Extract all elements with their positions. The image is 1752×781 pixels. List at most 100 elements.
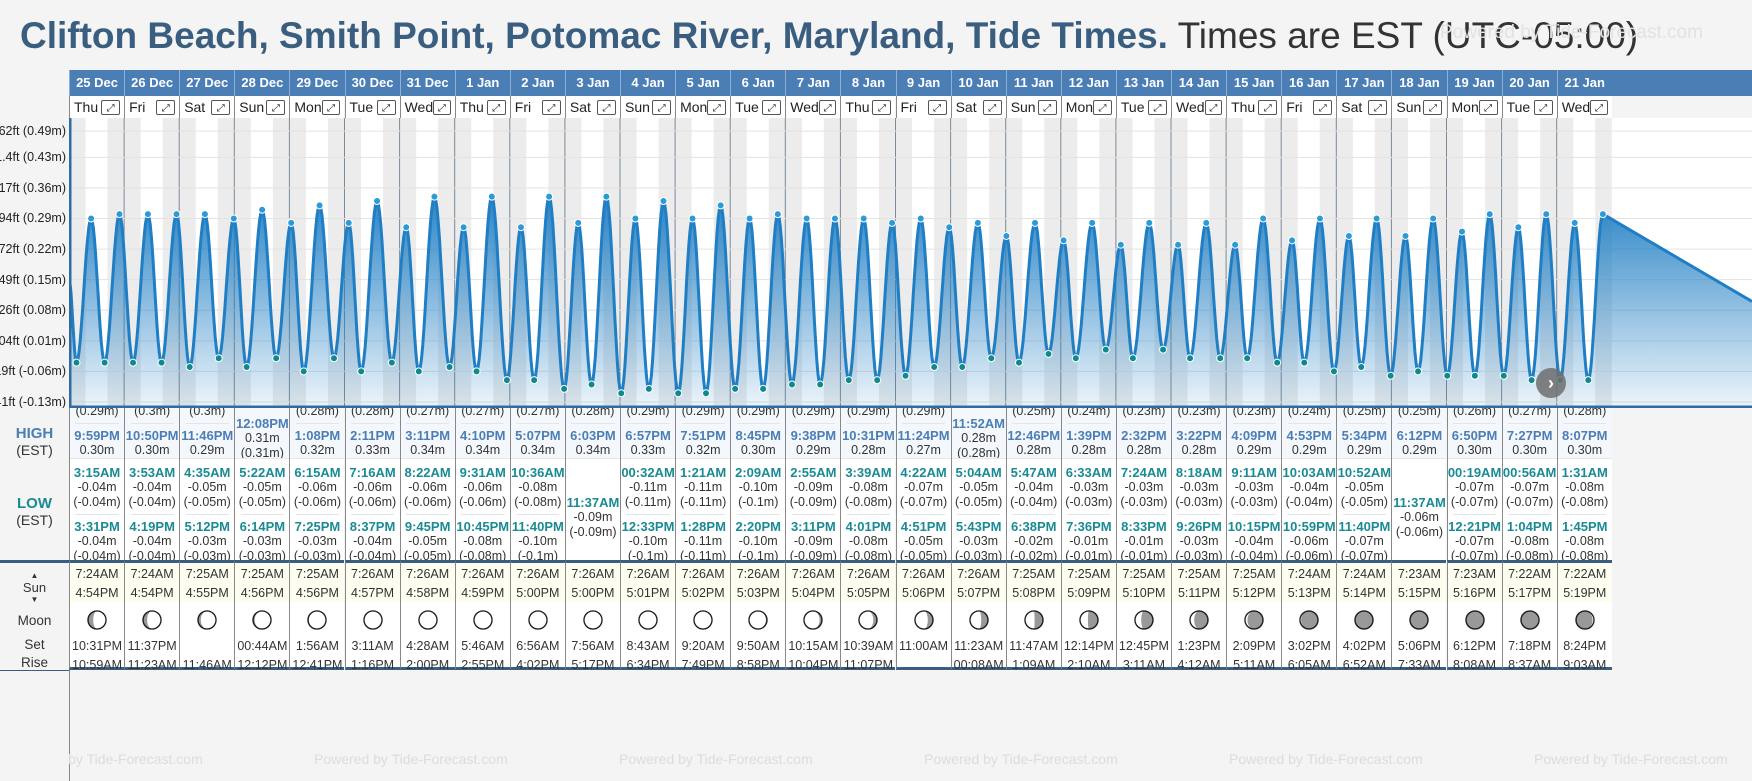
sun-cell: 7:26AM 5:01PM (620, 560, 676, 602)
high-tide-time: 5:07PM (515, 428, 561, 443)
expand-icon[interactable]: ⤢ (1037, 99, 1057, 115)
low-tide-time: 3:39AM (845, 465, 892, 480)
low-tide-height-alt: (-0.04m) (73, 495, 121, 509)
expand-icon[interactable]: ⤢ (1147, 99, 1167, 115)
day-row: Fri ⤢ (895, 96, 951, 118)
expand-icon[interactable]: ⤢ (1533, 99, 1553, 115)
high-tide-point (688, 214, 697, 223)
expand-icon[interactable]: ⤢ (376, 99, 396, 115)
high-tide-point (344, 218, 353, 227)
day-column: 5 Jan Mon⤢ 7:35AM0.29m(0.29m)7:51PM0.32m… (675, 70, 731, 781)
expand-icon[interactable]: ⤢ (707, 99, 727, 115)
sunset-time: 5:15PM (1397, 586, 1441, 600)
low-tide-height: -0.03m (1179, 534, 1219, 548)
next-arrow-button[interactable]: › (1536, 368, 1566, 398)
high-tide-height: 0.29m (1236, 443, 1272, 457)
expand-icon[interactable]: ⤢ (1313, 99, 1333, 115)
low-tide-entry: 4:01PM -0.08m (-0.08m) (841, 519, 895, 564)
low-tide-height: -0.07m (904, 480, 943, 494)
expand-icon[interactable]: ⤢ (1258, 99, 1278, 115)
sunset-time: 4:54PM (130, 586, 174, 600)
low-tide-point (472, 367, 481, 376)
day-of-week: Tue (1120, 99, 1145, 115)
divider (846, 514, 891, 515)
expand-icon[interactable]: ⤢ (211, 99, 231, 115)
expand-icon[interactable]: ⤢ (1368, 99, 1388, 115)
expand-icon[interactable]: ⤢ (101, 99, 121, 115)
low-tide-time: 4:01PM (845, 519, 892, 534)
sun-cell: 7:25AM 4:56PM (234, 560, 290, 602)
expand-icon[interactable]: ⤢ (156, 99, 176, 115)
divider (406, 514, 450, 515)
sunrise-time: 7:26AM (626, 567, 670, 581)
expand-icon[interactable]: ⤢ (872, 99, 892, 115)
expand-icon[interactable]: ⤢ (762, 99, 782, 115)
low-tide-cell: 8:18AM -0.03m (-0.03m) 9:26PM -0.03m (-0.03m) (1172, 458, 1227, 563)
high-tide-point (1288, 236, 1297, 245)
y-tick-label: 0.94ft (0.29m) (0, 211, 66, 226)
low-tide-time: 7:16AM (349, 465, 396, 480)
expand-icon[interactable]: ⤢ (652, 99, 672, 115)
y-tick-label: 1.4ft (0.43m) (0, 150, 66, 165)
sun-cell: 7:26AM 5:00PM (564, 560, 620, 602)
expand-icon[interactable]: ⤢ (1093, 99, 1112, 115)
expand-icon[interactable]: ⤢ (1204, 99, 1223, 115)
low-tide-entry: 3:15AM -0.04m (-0.04m) (70, 465, 124, 510)
low-tide-point (1414, 367, 1423, 376)
date-label: 6 Jan (730, 70, 785, 96)
high-label-text: HIGH (15, 425, 54, 442)
watermark: Powered by Tide-Forecast.com (924, 751, 1118, 767)
expand-icon[interactable]: ⤢ (266, 99, 286, 115)
low-tide-cell: 7:16AM -0.06m (-0.06m) 8:37PM -0.04m (-0.04m) (345, 458, 400, 563)
expand-icon[interactable]: ⤢ (433, 99, 451, 115)
day-row: Thu ⤢ (69, 96, 125, 118)
low-tide-height-alt: (-0.1m) (627, 549, 669, 563)
low-tide-height-alt: (-0.07m) (1506, 495, 1554, 509)
sun-cell: 7:25AM 5:11PM (1171, 560, 1227, 602)
expand-icon[interactable]: ⤢ (486, 99, 506, 115)
low-tide-point (414, 367, 423, 376)
low-tide-entry: 6:14PM -0.03m (-0.03m) (235, 519, 289, 564)
high-tide-height: 0.32m (300, 443, 335, 457)
high-tide-point (973, 218, 982, 227)
expand-icon[interactable]: ⤢ (927, 99, 947, 115)
divider (626, 514, 670, 515)
sunrise-time: 7:26AM (902, 567, 946, 581)
moon-phase-icon (1244, 610, 1264, 630)
expand-icon[interactable]: ⤢ (541, 99, 561, 115)
expand-icon[interactable]: ⤢ (1590, 99, 1608, 115)
moonset-time: 8:24PM (1563, 639, 1607, 653)
divider (350, 514, 395, 515)
expand-icon[interactable]: ⤢ (1478, 99, 1498, 115)
high-tide-height: 0.29m (189, 443, 225, 457)
moon-cell: 11:00AM (895, 602, 951, 670)
high-tide-point (200, 210, 209, 219)
divider (957, 514, 1001, 515)
tide-table: 1.62ft (0.49m) 1.4ft (0.43m) 1.17ft (0.36m… (0, 70, 1752, 781)
moon-cell: 11:47AM 1:09AM (1005, 602, 1061, 672)
high-tide-time: 4:10PM (459, 428, 506, 443)
high-tide-time: 2:32PM (1121, 428, 1167, 443)
low-tide-entry: 9:31AM -0.06m (-0.06m) (456, 465, 510, 510)
divider (1287, 423, 1331, 424)
low-tide-entry: 00:19AM -0.07m (-0.07m) (1448, 465, 1502, 510)
moonrise-time: 2:00PM (406, 658, 450, 672)
expand-icon[interactable]: ⤢ (982, 99, 1002, 115)
low-tide-height-alt: (-0.09m) (789, 495, 837, 509)
expand-icon[interactable]: ⤢ (818, 99, 837, 115)
moonrise-time (897, 656, 951, 675)
expand-icon[interactable]: ⤢ (1423, 99, 1443, 115)
moonset-time: 11:37PM (127, 639, 177, 653)
date-label: 26 Dec (124, 70, 179, 96)
divider (0, 560, 69, 563)
high-tide-point (516, 223, 525, 232)
high-tide-time: 8:07PM (1561, 428, 1608, 443)
sun-cell: 7:26AM 5:04PM (785, 560, 841, 602)
expand-icon[interactable]: ⤢ (321, 99, 341, 115)
day-of-week: Tue (1506, 99, 1531, 115)
low-tide-point (1044, 349, 1053, 358)
low-tide-entry: 8:37PM -0.04m (-0.04m) (346, 519, 400, 564)
expand-icon[interactable]: ⤢ (596, 99, 616, 115)
watermark: Powered by Tide-Forecast.com (1229, 751, 1423, 767)
